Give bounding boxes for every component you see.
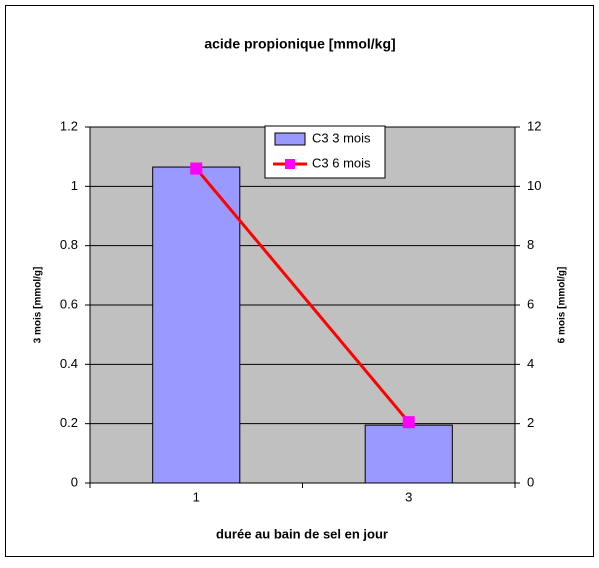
y-tick-label: 0: [71, 474, 78, 489]
y-tick-label: 1.2: [60, 118, 78, 133]
marker: [402, 416, 415, 429]
x-tick-label: 3: [405, 489, 412, 504]
y2-tick-label: 0: [527, 474, 534, 489]
y2-tick-label: 4: [527, 356, 534, 371]
legend-label: C3 6 mois: [312, 155, 371, 170]
legend-swatch: [274, 132, 306, 146]
chart-title: acide propionique [mmol/kg]: [204, 36, 395, 52]
y-tick-label: 0.4: [60, 356, 78, 371]
legend-label: C3 3 mois: [312, 130, 371, 145]
y2-tick-label: 6: [527, 296, 534, 311]
marker: [190, 162, 203, 175]
y-tick-label: 0.2: [60, 415, 78, 430]
y2-tick-label: 8: [527, 237, 534, 252]
y2-tick-label: 10: [527, 178, 541, 193]
x-axis-title: durée au bain de sel en jour: [216, 526, 388, 541]
y-axis-title: 3 mois [mmol/g]: [33, 267, 44, 344]
y2-axis-title: 6 mois [mmol/g]: [557, 267, 568, 344]
y-tick-label: 0.8: [60, 237, 78, 252]
bar: [152, 166, 241, 484]
y-tick-label: 0.6: [60, 296, 78, 311]
line: [195, 167, 410, 424]
y2-tick-label: 12: [527, 118, 541, 133]
bar: [364, 424, 453, 484]
y2-tick-label: 2: [527, 415, 534, 430]
legend-marker: [285, 159, 295, 169]
y-tick-label: 1: [71, 178, 78, 193]
x-tick-label: 1: [193, 489, 200, 504]
